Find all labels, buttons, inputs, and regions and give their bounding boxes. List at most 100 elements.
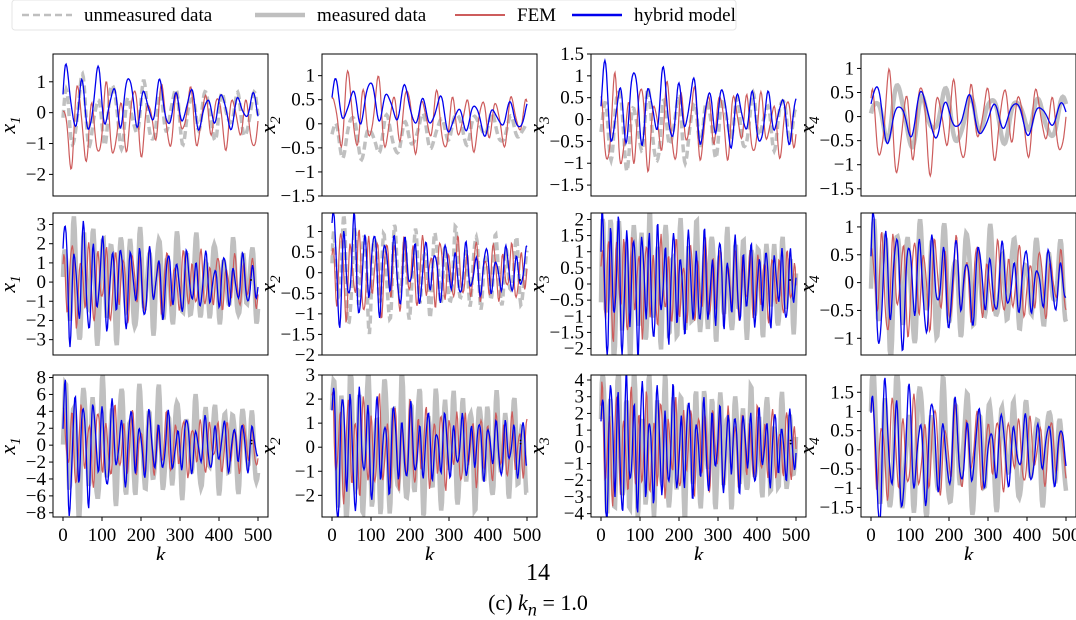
x-tick-label: 0 [58, 525, 68, 546]
y-tick-label: 1 [575, 66, 585, 87]
x-tick-label: 0 [866, 525, 876, 546]
y-tick-label: 1.5 [830, 382, 854, 403]
subplot-4: −1.5 −1 −0.5 0 0.5 1 x4 [794, 53, 1076, 200]
series-fem-6 [331, 229, 528, 323]
x-tick-label: 300 [166, 525, 195, 546]
series-hybrid-1 [62, 62, 259, 132]
x-tick-label: 400 [743, 525, 772, 546]
plot-frame-10 [321, 374, 538, 518]
x-tick-label: 100 [626, 525, 655, 546]
y-tick-label: −1 [564, 306, 584, 327]
y-tick-label: 2 [575, 403, 585, 424]
subplot-8: −1 −0.5 0 0.5 1 x4˙ [785, 212, 1076, 356]
x-tick-label: 400 [205, 525, 234, 546]
y-tick-label: 6 [37, 384, 47, 405]
series-fem-12 [870, 393, 1067, 501]
y-axis-label-8: x4 [794, 275, 823, 294]
y-tick-label: −0.5 [281, 138, 315, 159]
series-hybrid-11 [600, 375, 797, 517]
x-tick-label: 200 [127, 525, 156, 546]
y-tick-label: −1 [834, 478, 854, 499]
plot-frame-8 [860, 212, 1076, 356]
y-tick-label: 0 [575, 274, 585, 295]
legend-frame [11, 0, 737, 31]
x-tick-label: 100 [357, 525, 386, 546]
y-tick-label: −1 [564, 454, 584, 475]
plot-frame-5 [52, 212, 269, 356]
derivative-dots-7: ˙ [515, 277, 535, 283]
y-axis-label-6: x2 [255, 275, 284, 294]
legend: unmeasured data measured data FEM hybrid mo… [11, 0, 737, 31]
series-fem-2 [331, 69, 528, 156]
y-tick-label: −4 [564, 504, 585, 525]
x-tick-label: 500 [782, 525, 811, 546]
x-axis-label-9: k [156, 542, 167, 560]
y-tick-label: 4 [37, 401, 47, 422]
plot-frame-3 [590, 53, 807, 197]
y-tick-label: −2 [295, 345, 315, 366]
plot-frame-9 [52, 374, 269, 518]
figure-canvas: unmeasured data measured data FEM hybrid mo… [0, 0, 1076, 560]
series-hybrid-10 [331, 386, 528, 517]
series-hybrid-7 [600, 213, 797, 355]
series-hybrid-2 [331, 77, 528, 138]
series-hybrid-5 [62, 220, 259, 348]
x-tick-label: 0 [327, 525, 337, 546]
y-tick-label: 0.5 [830, 421, 854, 442]
legend-label-1: measured data [317, 5, 427, 26]
y-tick-label: −0.5 [820, 131, 854, 152]
y-tick-label: −3 [564, 487, 584, 508]
y-tick-label: −1 [26, 134, 46, 155]
y-tick-label: 1 [845, 58, 855, 79]
y-tick-label: −0.5 [281, 283, 315, 304]
x-tick-label: 500 [244, 525, 273, 546]
y-axis-label-10: x2 [255, 437, 284, 456]
y-tick-label: 0 [306, 437, 316, 458]
y-tick-label: 3 [306, 365, 316, 386]
y-tick-label: −2 [295, 485, 315, 506]
y-axis-label-5: x1 [0, 275, 24, 293]
x-tick-label: 200 [665, 525, 694, 546]
series-measured-9 [60, 375, 261, 517]
series-fem-11 [600, 381, 797, 507]
y-tick-label: 0 [575, 437, 585, 458]
y-axis-label-4: x4 [794, 116, 823, 135]
derivative-dots-9: ¨ [0, 439, 6, 445]
series-measured-2 [330, 110, 529, 163]
y-tick-label: −1.5 [281, 186, 315, 207]
y-axis-label-2: x2 [255, 116, 284, 135]
x-tick-label: 100 [88, 525, 117, 546]
plot-frame-11 [590, 374, 807, 518]
y-tick-label: −1.5 [820, 179, 854, 200]
derivative-dots-10: ¨ [246, 439, 266, 445]
y-tick-label: 0 [306, 114, 316, 135]
series-hybrid-8 [870, 213, 1067, 352]
y-tick-label: −2 [26, 452, 46, 473]
series-hybrid-9 [62, 379, 259, 517]
y-tick-label: −1 [295, 162, 315, 183]
y-tick-label: 0.5 [291, 242, 315, 263]
subplot-3: −1.5−1−0.500.511.5 x3 [524, 44, 807, 197]
y-tick-label: −0.5 [550, 290, 584, 311]
y-tick-label: −2 [26, 164, 46, 185]
x-tick-label: 200 [396, 525, 425, 546]
y-tick-label: −0.5 [820, 300, 854, 321]
plot-frame-12 [860, 374, 1076, 518]
x-tick-label: 100 [896, 525, 925, 546]
y-tick-label: 0 [306, 263, 316, 284]
series-fem-3 [600, 70, 797, 174]
plot-frame-6 [321, 212, 538, 356]
subplot-5: −3−2−10123x1˙ [0, 212, 269, 356]
y-axis-label-9: x1 [0, 437, 24, 455]
y-tick-label: 1 [306, 66, 316, 87]
y-axis-label-1: x1 [0, 116, 24, 134]
caption-prefix: (c) [488, 590, 513, 615]
y-tick-label: −3 [26, 330, 46, 351]
series-hybrid-3 [600, 57, 797, 150]
x-tick-label: 300 [974, 525, 1003, 546]
y-axis-label-7: x3 [524, 275, 553, 293]
y-tick-label: 2 [575, 209, 585, 230]
